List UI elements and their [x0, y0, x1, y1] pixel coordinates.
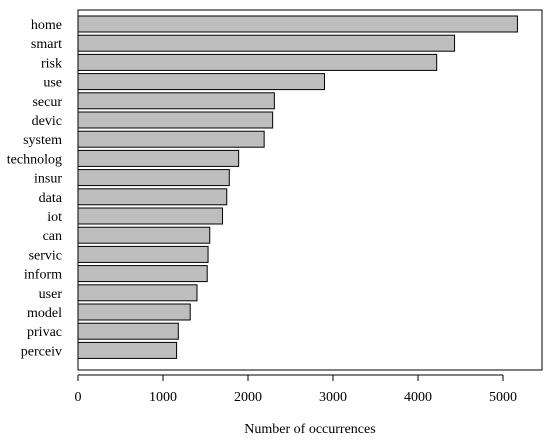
category-label-model: model	[27, 306, 62, 321]
x-tick-label-3000: 3000	[319, 390, 347, 405]
bar-smart	[77, 34, 456, 52]
category-label-servic: servic	[29, 248, 62, 263]
bar-secur	[77, 92, 275, 110]
x-axis-title: Number of occurrences	[244, 422, 375, 437]
bar-inform	[77, 265, 208, 283]
category-label-devic: devic	[32, 114, 62, 129]
bar-data	[77, 188, 228, 206]
category-label-technolog: technolog	[7, 152, 62, 167]
bar-iot	[77, 207, 223, 225]
category-label-user: user	[39, 287, 63, 302]
bar-system	[77, 130, 265, 148]
x-tick-label-0: 0	[75, 390, 82, 405]
category-label-data: data	[39, 191, 63, 206]
bar-risk	[77, 53, 438, 71]
x-tick-label-2000: 2000	[234, 390, 262, 405]
category-label-smart: smart	[31, 37, 62, 52]
category-label-can: can	[43, 229, 62, 244]
bar-privac	[77, 322, 179, 340]
bar-servic	[77, 245, 209, 263]
category-label-inform: inform	[24, 268, 62, 283]
category-label-perceiv: perceiv	[21, 344, 62, 359]
bar-perceiv	[77, 341, 178, 359]
x-tick-label-4000: 4000	[404, 390, 432, 405]
category-label-home: home	[31, 18, 62, 33]
x-axis: 0 1000 2000 3000 4000 5000	[75, 374, 517, 405]
category-label-iot: iot	[47, 210, 62, 225]
bars-group	[77, 15, 518, 359]
category-label-system: system	[23, 133, 62, 148]
bar-devic	[77, 111, 274, 129]
x-tick-label-1000: 1000	[149, 390, 177, 405]
bar-use	[77, 73, 325, 91]
x-tick-label-5000: 5000	[489, 390, 517, 405]
bar-can	[77, 226, 211, 244]
category-label-use: use	[43, 76, 62, 91]
category-label-secur: secur	[32, 95, 62, 110]
bar-user	[77, 284, 198, 302]
bar-model	[77, 303, 191, 321]
bar-home	[77, 15, 518, 33]
category-labels: home smart risk use secur devic system technolo…	[7, 18, 63, 359]
category-label-risk: risk	[41, 56, 62, 71]
bar-technolog	[77, 149, 240, 167]
category-label-privac: privac	[27, 325, 62, 340]
bar-insur	[77, 169, 230, 187]
category-label-insur: insur	[34, 172, 62, 187]
